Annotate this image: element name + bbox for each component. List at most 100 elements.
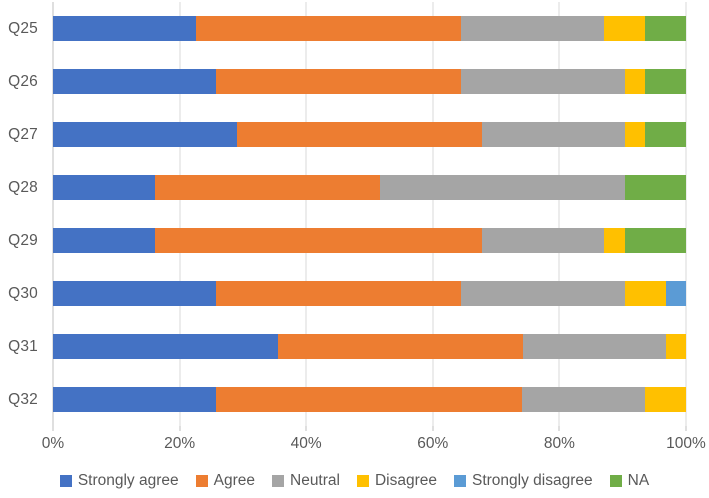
bar-segment — [624, 175, 686, 200]
x-axis-tick-label: 60% — [417, 435, 449, 452]
legend-label: Disagree — [374, 472, 437, 489]
x-axis-tick-label: 20% — [164, 435, 196, 452]
stacked-bar — [53, 281, 686, 306]
x-axis-tick-label: 0% — [41, 435, 65, 452]
legend-swatch-icon — [609, 475, 622, 487]
gridline — [179, 2, 181, 426]
bar-segment — [53, 122, 237, 147]
legend-swatch-icon — [272, 475, 284, 487]
legend-label: Agree — [213, 472, 255, 489]
bar-segment — [277, 334, 523, 359]
bar-segment — [195, 16, 461, 41]
bar-segment — [624, 228, 686, 253]
bar-segment — [461, 281, 625, 306]
legend-item: Strongly disagree — [454, 472, 593, 490]
legend-label: Strongly agree — [77, 472, 179, 489]
legend-label: NA — [627, 472, 650, 489]
bar-segment — [644, 387, 686, 412]
legend-item: NA — [609, 472, 650, 490]
y-axis-line — [52, 2, 54, 426]
bar-segment — [53, 69, 217, 94]
legend-item: Neutral — [272, 472, 340, 490]
y-axis-label: Q27 — [8, 125, 38, 143]
x-axis-tick-mark — [179, 426, 181, 431]
y-axis-label: Q28 — [8, 178, 38, 196]
legend-label: Neutral — [290, 472, 340, 489]
y-axis-label: Q25 — [8, 19, 38, 37]
gridline — [305, 2, 307, 426]
legend-label: Strongly disagree — [472, 472, 593, 489]
bar-segment — [154, 175, 380, 200]
x-axis-tick-label: 40% — [290, 435, 322, 452]
bar-segment — [53, 16, 196, 41]
bar-segment — [53, 175, 155, 200]
y-axis-label: Q26 — [8, 72, 38, 90]
bar-segment — [624, 281, 666, 306]
stacked-bar — [53, 16, 687, 41]
x-axis-tick-mark — [558, 426, 560, 431]
stacked-bar — [53, 69, 686, 94]
legend: Strongly agree Agree Neutral Disagree Strong… — [0, 468, 709, 494]
legend-item: Agree — [195, 472, 255, 490]
bar-segment — [644, 69, 686, 94]
y-axis-label: Q32 — [8, 390, 38, 408]
x-axis-tick-label: 80% — [543, 435, 575, 452]
y-axis: Q25 Q26 Q27 Q28 Q29 Q30 Q31 Q32 — [0, 2, 46, 426]
bar-segment — [53, 387, 217, 412]
x-axis-tick-label: 100% — [666, 435, 706, 452]
x-axis-tick-mark — [685, 426, 687, 431]
bar-segment — [624, 69, 645, 94]
x-axis-tick-mark — [305, 426, 307, 431]
stacked-bar — [53, 334, 686, 359]
bar-row — [53, 214, 686, 267]
x-axis-tick-mark — [432, 426, 434, 431]
bar-segment — [603, 16, 645, 41]
bar-segment — [379, 175, 625, 200]
bar-row — [53, 2, 687, 55]
legend-swatch-icon — [454, 475, 466, 487]
legend-swatch-icon — [59, 475, 72, 487]
bar-segment — [522, 387, 645, 412]
bar-segment — [665, 334, 686, 359]
x-axis-tick-mark — [52, 426, 54, 431]
bar-row — [53, 267, 686, 320]
stacked-bar — [53, 387, 686, 412]
bar-segment — [604, 228, 625, 253]
bar-segment — [460, 16, 604, 41]
stacked-bar — [53, 228, 686, 253]
bar-segment — [644, 16, 687, 41]
legend-item: Disagree — [356, 472, 437, 490]
bar-segment — [216, 281, 462, 306]
bar-row — [53, 320, 686, 373]
bar-row — [53, 373, 686, 426]
bar-segment — [665, 281, 686, 306]
bar-rows-container — [53, 2, 687, 426]
bar-segment — [461, 69, 625, 94]
y-axis-label: Q29 — [8, 231, 38, 249]
bar-segment — [522, 334, 666, 359]
plot-area — [52, 2, 687, 426]
bar-segment — [53, 334, 278, 359]
bar-segment — [644, 122, 686, 147]
legend-swatch-icon — [356, 475, 369, 487]
gridline — [685, 2, 687, 426]
bar-row — [53, 55, 686, 108]
bar-segment — [216, 69, 462, 94]
legend-item: Strongly agree — [59, 472, 179, 490]
legend-swatch-icon — [195, 475, 208, 487]
bar-segment — [236, 122, 482, 147]
bar-segment — [216, 387, 523, 412]
bar-segment — [481, 228, 605, 253]
bar-row — [53, 161, 686, 214]
gridline — [432, 2, 434, 426]
stacked-bar — [53, 122, 686, 147]
bar-segment — [53, 228, 155, 253]
bar-segment — [481, 122, 625, 147]
stacked-bar — [53, 175, 686, 200]
bar-segment — [53, 281, 217, 306]
bar-row — [53, 108, 686, 161]
y-axis-label: Q30 — [8, 284, 38, 302]
bar-segment — [624, 122, 645, 147]
bar-segment — [154, 228, 482, 253]
